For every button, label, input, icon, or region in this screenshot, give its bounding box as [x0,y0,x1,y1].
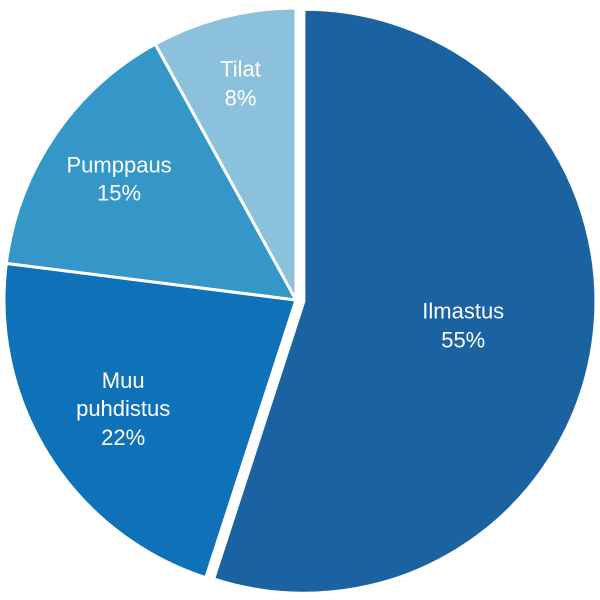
pie-slice [2,261,298,580]
slice-label: Muu puhdistus 22% [61,367,186,453]
value-label: 22% [101,424,146,450]
category-label: Muu puhdistus [76,367,171,422]
category-label: Pumppaus [66,152,172,178]
pie-slice [4,42,299,302]
value-label: 55% [441,327,486,353]
slice-label: Tilat 8% [178,55,303,112]
category-label: Tilat [220,56,261,82]
slice-label: Ilmastus 55% [401,298,526,355]
category-label: Ilmastus [422,298,505,324]
slice-label: Pumppaus 15% [57,151,182,208]
pie-slice [153,6,298,301]
value-label: 15% [97,180,142,206]
pie-slice [211,7,598,595]
value-label: 8% [224,84,257,110]
